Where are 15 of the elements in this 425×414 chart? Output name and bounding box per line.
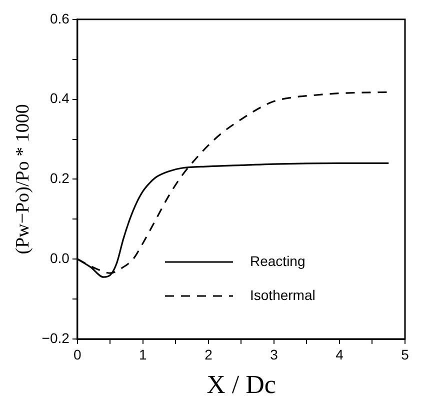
legend-label: Reacting <box>250 252 306 269</box>
x-tick-label: 0 <box>74 346 82 362</box>
y-axis-title: (Pw−Po)/Po * 1000 <box>12 104 34 254</box>
y-tick-label: 0.6 <box>50 10 70 26</box>
x-tick-label: 5 <box>401 346 410 362</box>
x-tick-label: 2 <box>204 346 213 362</box>
x-tick-label: 1 <box>139 346 148 362</box>
x-tick-label: 3 <box>270 346 278 362</box>
y-tick-label: 0.4 <box>50 90 70 106</box>
y-tick-label: 0.0 <box>50 250 70 266</box>
x-axis-title: X / Dc <box>206 370 276 400</box>
y-tick-label: −0.2 <box>42 330 70 346</box>
y-tick-label: 0.2 <box>50 170 70 186</box>
legend-label: Isothermal <box>250 286 316 303</box>
x-tick-label: 4 <box>336 346 344 362</box>
